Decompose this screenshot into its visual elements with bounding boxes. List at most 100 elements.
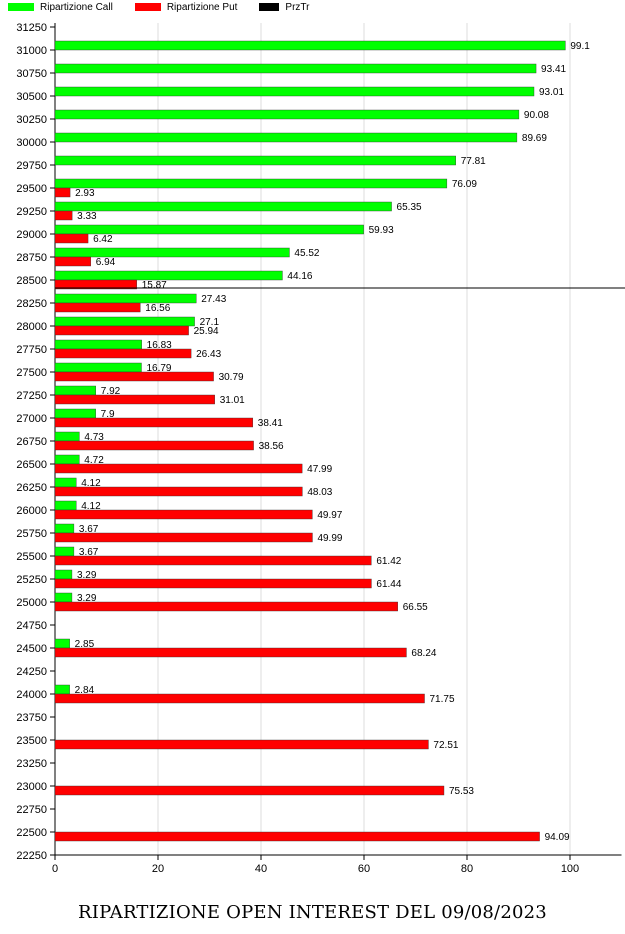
put-bar: [54, 785, 445, 796]
call-value-label: 16.83: [147, 340, 172, 351]
put-value-label: 38.41: [258, 418, 283, 429]
put-bar: [54, 739, 429, 750]
put-bar: [54, 509, 313, 520]
put-bar: [54, 302, 141, 313]
legend-label-put: Ripartizione Put: [166, 1, 238, 13]
call-bar: [54, 201, 392, 212]
x-tick-label: 100: [561, 863, 579, 875]
y-tick-label: 28500: [16, 275, 47, 287]
put-bar: [54, 463, 303, 474]
y-tick-label: 23750: [16, 712, 47, 724]
put-bar: [54, 578, 372, 589]
y-tick-label: 30500: [16, 91, 47, 103]
call-value-label: 2.85: [75, 639, 95, 650]
y-tick-label: 28250: [16, 298, 47, 310]
call-value-label: 65.35: [397, 202, 422, 213]
call-bar: [54, 293, 197, 304]
put-value-label: 26.43: [196, 349, 221, 360]
call-value-label: 90.08: [524, 110, 549, 121]
legend-swatch-prztr: [259, 3, 280, 11]
put-bar: [54, 647, 407, 658]
call-bar: [54, 385, 96, 396]
y-tick-label: 27500: [16, 367, 47, 379]
put-bar: [54, 440, 254, 451]
y-tick-label: 31250: [16, 22, 47, 34]
call-value-label: 77.81: [461, 156, 486, 167]
call-bar: [54, 523, 75, 534]
put-bar: [54, 233, 89, 244]
call-value-label: 16.79: [146, 363, 171, 374]
chart-legend: Ripartizione Call Ripartizione Put PrzTr: [8, 0, 331, 14]
put-value-label: 30.79: [219, 372, 244, 383]
call-bar: [54, 224, 364, 235]
call-bar: [54, 408, 96, 419]
y-tick-label: 25500: [16, 551, 47, 563]
call-value-label: 44.16: [287, 271, 312, 282]
call-value-label: 27.43: [201, 294, 226, 305]
put-bar: [54, 187, 71, 198]
call-bar: [54, 270, 283, 281]
put-value-label: 68.24: [411, 648, 436, 659]
put-value-label: 94.09: [545, 832, 570, 843]
y-tick-label: 28750: [16, 252, 47, 264]
put-value-label: 66.55: [403, 602, 428, 613]
call-value-label: 76.09: [452, 179, 477, 190]
y-tick-label: 29250: [16, 206, 47, 218]
call-value-label: 4.12: [81, 478, 101, 489]
call-bar: [54, 546, 75, 557]
call-value-label: 7.92: [101, 386, 121, 397]
y-tick-label: 25000: [16, 597, 47, 609]
call-bar: [54, 86, 535, 97]
put-bar: [54, 693, 425, 704]
put-value-label: 15.87: [142, 280, 167, 291]
call-value-label: 59.93: [369, 225, 394, 236]
call-bar: [54, 132, 518, 143]
call-value-label: 99.1: [570, 41, 590, 52]
y-tick-label: 28000: [16, 321, 47, 333]
call-value-label: 93.01: [539, 87, 564, 98]
y-tick-label: 29000: [16, 229, 47, 241]
put-bar: [54, 279, 137, 290]
y-tick-label: 26000: [16, 505, 47, 517]
y-tick-label: 24250: [16, 666, 47, 678]
y-tick-label: 24000: [16, 689, 47, 701]
put-value-label: 48.03: [307, 487, 332, 498]
call-value-label: 4.72: [84, 455, 104, 466]
call-bar: [54, 431, 80, 442]
y-tick-label: 23000: [16, 781, 47, 793]
call-bar: [54, 592, 73, 603]
y-tick-label: 30250: [16, 114, 47, 126]
put-bar: [54, 831, 540, 842]
y-tick-label: 27000: [16, 413, 47, 425]
y-tick-label: 22500: [16, 827, 47, 839]
y-tick-label: 29500: [16, 183, 47, 195]
x-tick-label: 60: [358, 863, 370, 875]
put-bar: [54, 256, 91, 267]
call-value-label: 3.67: [79, 547, 99, 558]
legend-swatch-put: [134, 3, 161, 11]
call-bar: [54, 178, 448, 189]
put-bar: [54, 555, 372, 566]
call-value-label: 27.1: [200, 317, 220, 328]
legend-item-prztr: PrzTr: [259, 2, 309, 13]
put-value-label: 6.94: [96, 257, 116, 268]
call-value-label: 7.9: [101, 409, 115, 420]
x-tick-label: 40: [255, 863, 267, 875]
y-tick-label: 25750: [16, 528, 47, 540]
call-bar: [54, 339, 142, 350]
put-value-label: 61.44: [376, 579, 401, 590]
call-value-label: 3.29: [77, 570, 97, 581]
put-value-label: 3.33: [77, 211, 97, 222]
y-tick-label: 27250: [16, 390, 47, 402]
y-tick-label: 30000: [16, 137, 47, 149]
y-tick-label: 22250: [16, 850, 47, 862]
y-tick-label: 31000: [16, 45, 47, 57]
put-bar: [54, 210, 73, 221]
call-bar: [54, 684, 70, 695]
legend-item-call: Ripartizione Call: [8, 2, 113, 13]
y-tick-label: 26250: [16, 482, 47, 494]
put-value-label: 16.56: [145, 303, 170, 314]
y-tick-label: 22750: [16, 804, 47, 816]
call-value-label: 3.29: [77, 593, 97, 604]
call-bar: [54, 500, 77, 511]
